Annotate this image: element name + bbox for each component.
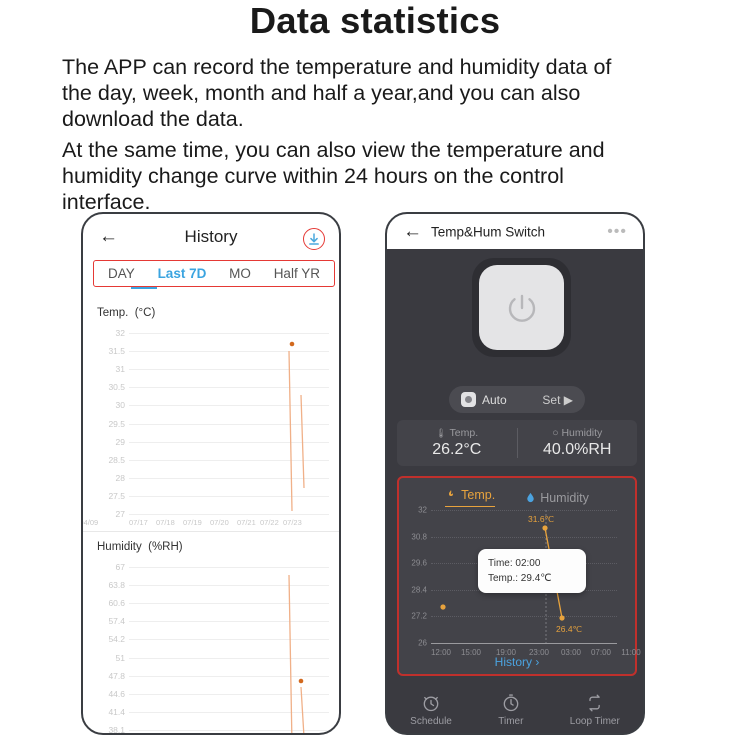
svg-text:26.4℃: 26.4℃ bbox=[556, 624, 583, 634]
svg-text:31.6℃: 31.6℃ bbox=[528, 514, 555, 524]
